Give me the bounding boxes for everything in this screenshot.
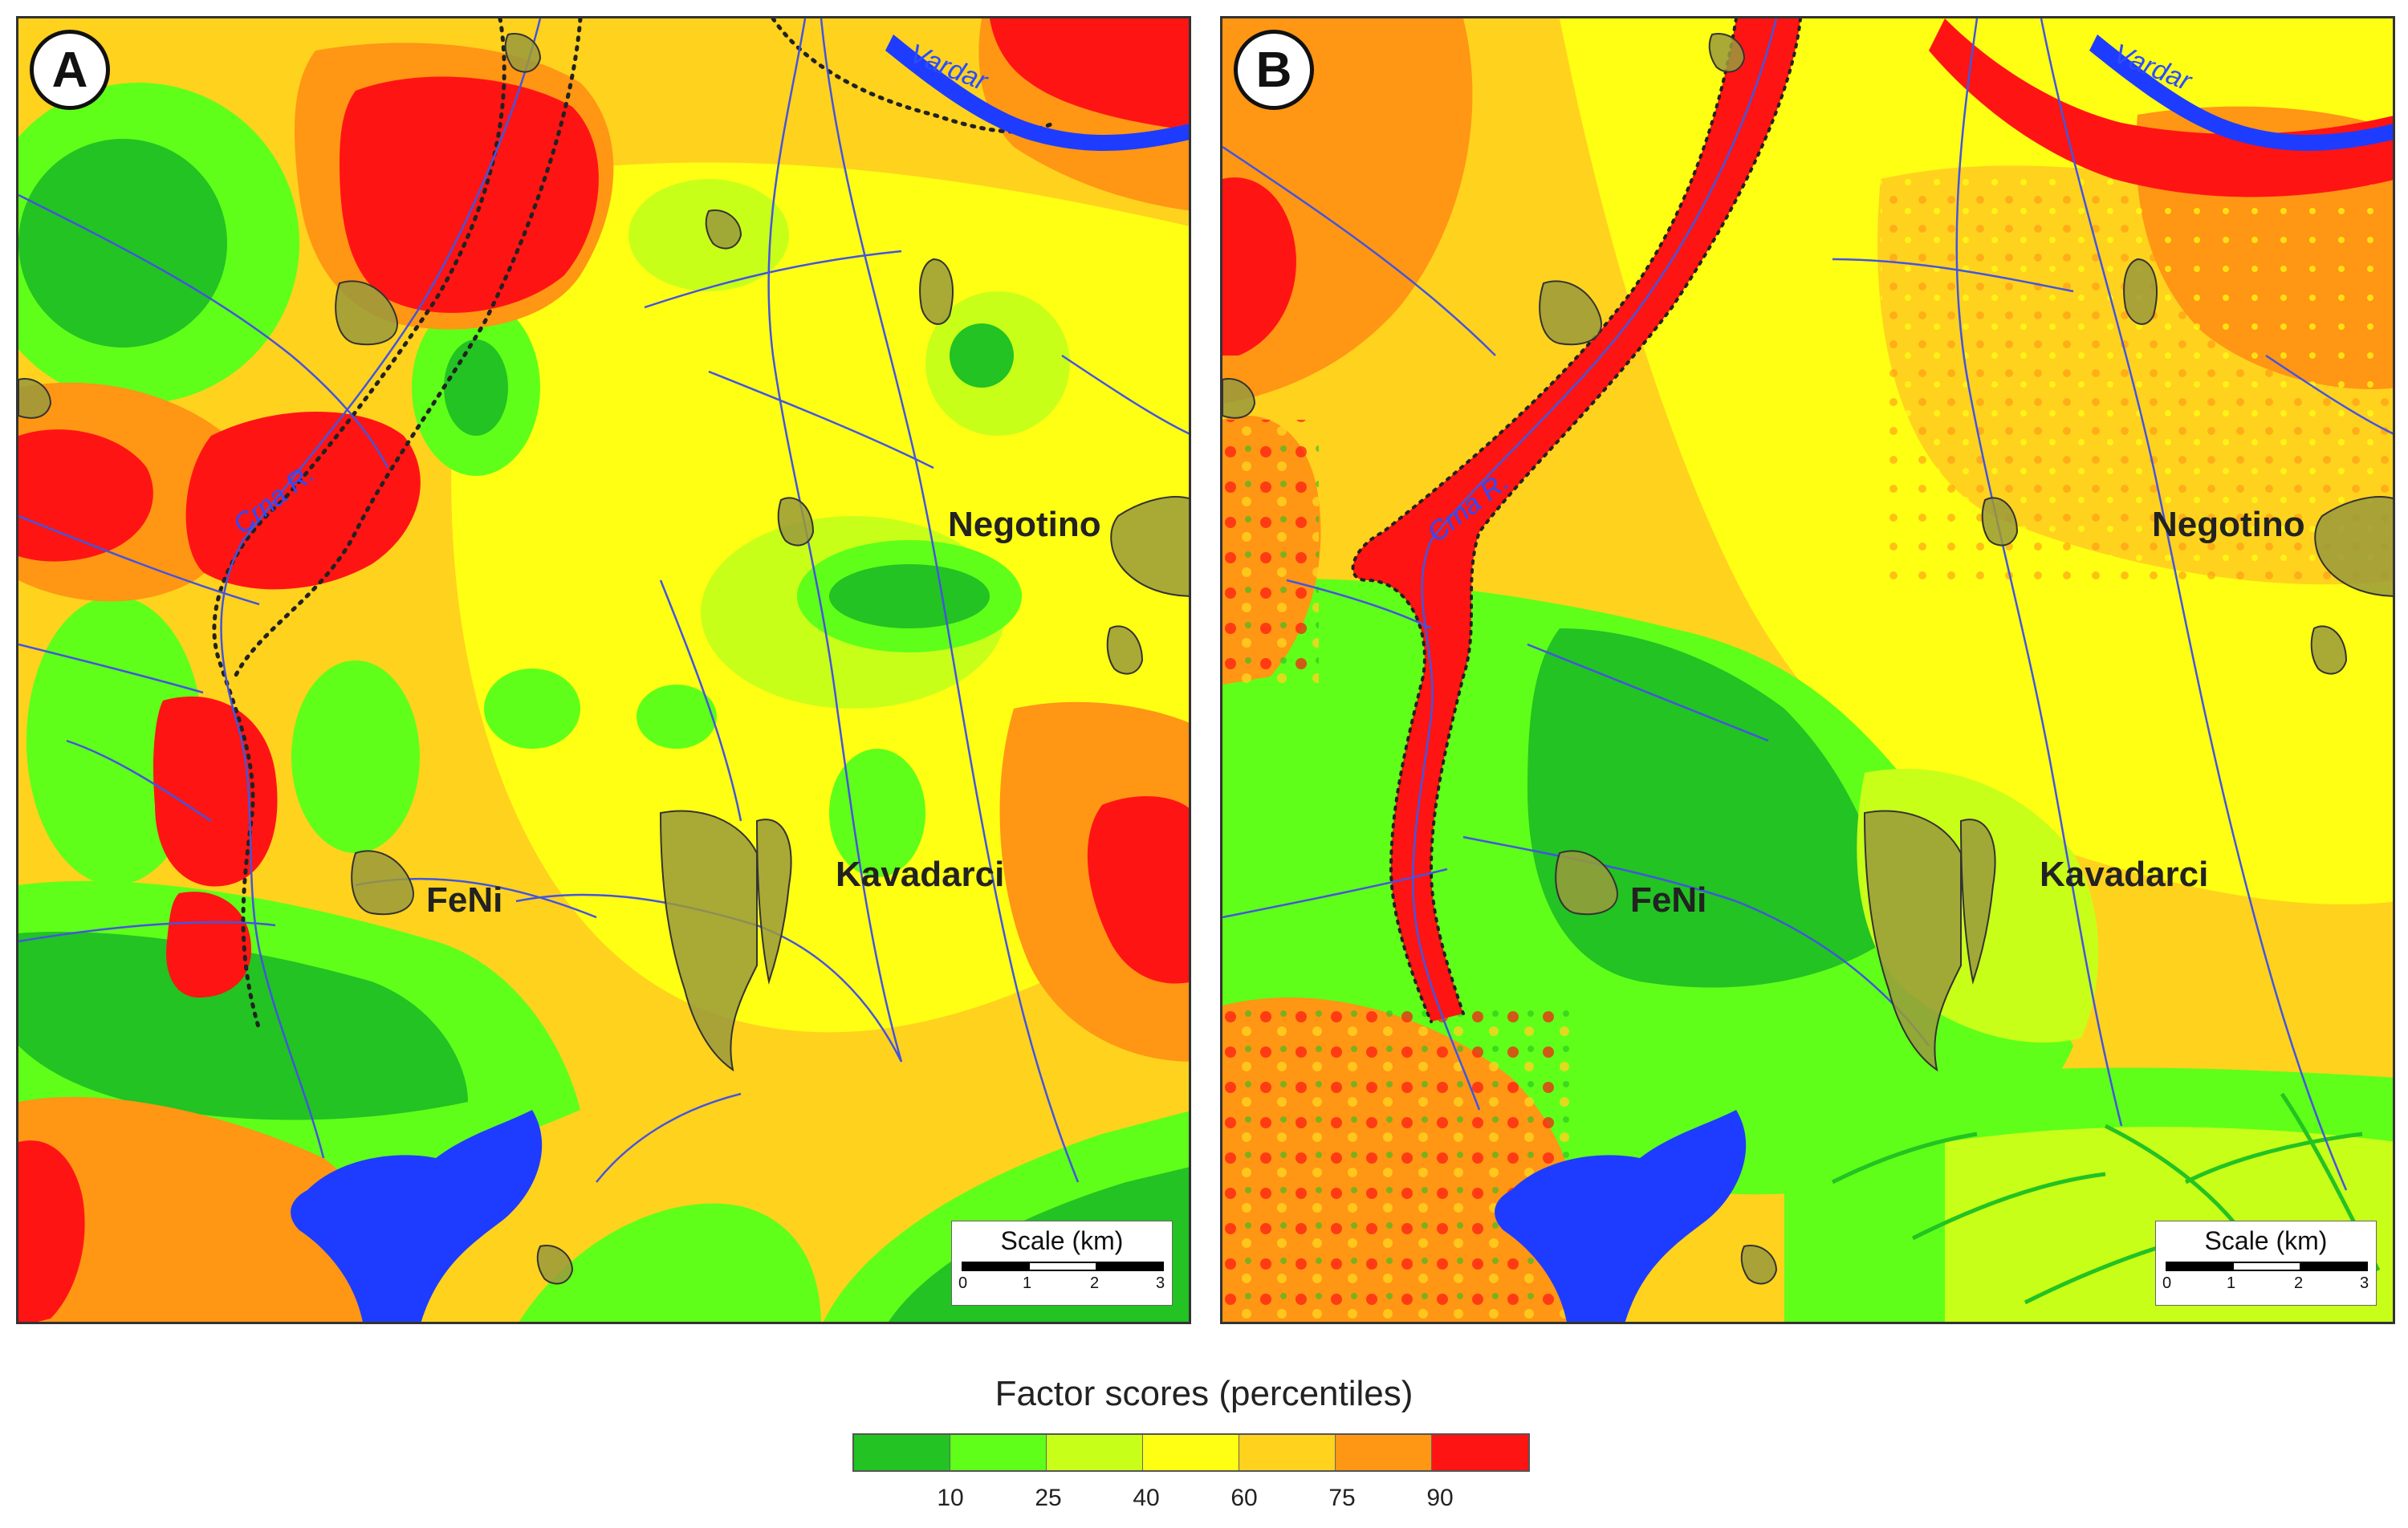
scale-tick: 2 — [2294, 1274, 2304, 1292]
scale-bar-title: Scale (km) — [1000, 1226, 1124, 1255]
legend-swatch — [1047, 1435, 1143, 1470]
legend-swatch — [950, 1435, 1047, 1470]
town-label-feni: FeNi — [426, 880, 503, 920]
scale-bar-graphic — [2166, 1262, 2368, 1271]
scale-tick: 1 — [1023, 1274, 1032, 1292]
scale-tick: 0 — [2162, 1274, 2172, 1292]
legend-break-label: 10 — [937, 1485, 964, 1511]
legend-break-label: 90 — [1426, 1485, 1454, 1511]
town-label-kavadarci: Kavadarci — [836, 855, 1005, 894]
legend-break-label: 75 — [1328, 1485, 1356, 1511]
scale-tick: 3 — [1156, 1274, 1165, 1292]
legend-swatch — [1336, 1435, 1432, 1470]
town-label-negotino: Negotino — [2152, 505, 2305, 544]
town-label-feni: FeNi — [1630, 880, 1707, 920]
town-label-negotino: Negotino — [948, 505, 1101, 544]
factor-score-map-b — [1222, 18, 2393, 1322]
legend-break-label: 40 — [1133, 1485, 1160, 1511]
scale-tick: 1 — [2227, 1274, 2236, 1292]
legend-color-ramp — [852, 1433, 1530, 1472]
scale-tick: 0 — [958, 1274, 968, 1292]
legend-break-label: 60 — [1230, 1485, 1258, 1511]
scale-bar-a: Scale (km) 0 1 2 3 — [951, 1221, 1173, 1306]
legend-swatch — [1239, 1435, 1336, 1470]
legend-swatch — [1432, 1435, 1528, 1470]
panel-label-b: B — [1234, 30, 1314, 110]
scale-bar-title: Scale (km) — [2204, 1226, 2328, 1255]
scale-tick: 3 — [2360, 1274, 2369, 1292]
town-label-kavadarci: Kavadarci — [2040, 855, 2209, 894]
panel-label-a: A — [30, 30, 110, 110]
legend-title: Factor scores (percentiles) — [995, 1374, 1413, 1413]
scale-bar-graphic — [962, 1262, 1164, 1271]
factor-score-map-a — [18, 18, 1189, 1322]
scale-tick: 2 — [1090, 1274, 1100, 1292]
map-panel-b: B Negotino Kavadarci FeNi Crna R. Vardar… — [1220, 16, 2395, 1324]
scale-bar-b: Scale (km) 0 1 2 3 — [2155, 1221, 2377, 1306]
legend-swatch — [1143, 1435, 1239, 1470]
legend-swatch — [854, 1435, 950, 1470]
legend-break-label: 25 — [1035, 1485, 1062, 1511]
map-panel-a: A Negotino Kavadarci FeNi Crna R. Vardar… — [16, 16, 1191, 1324]
